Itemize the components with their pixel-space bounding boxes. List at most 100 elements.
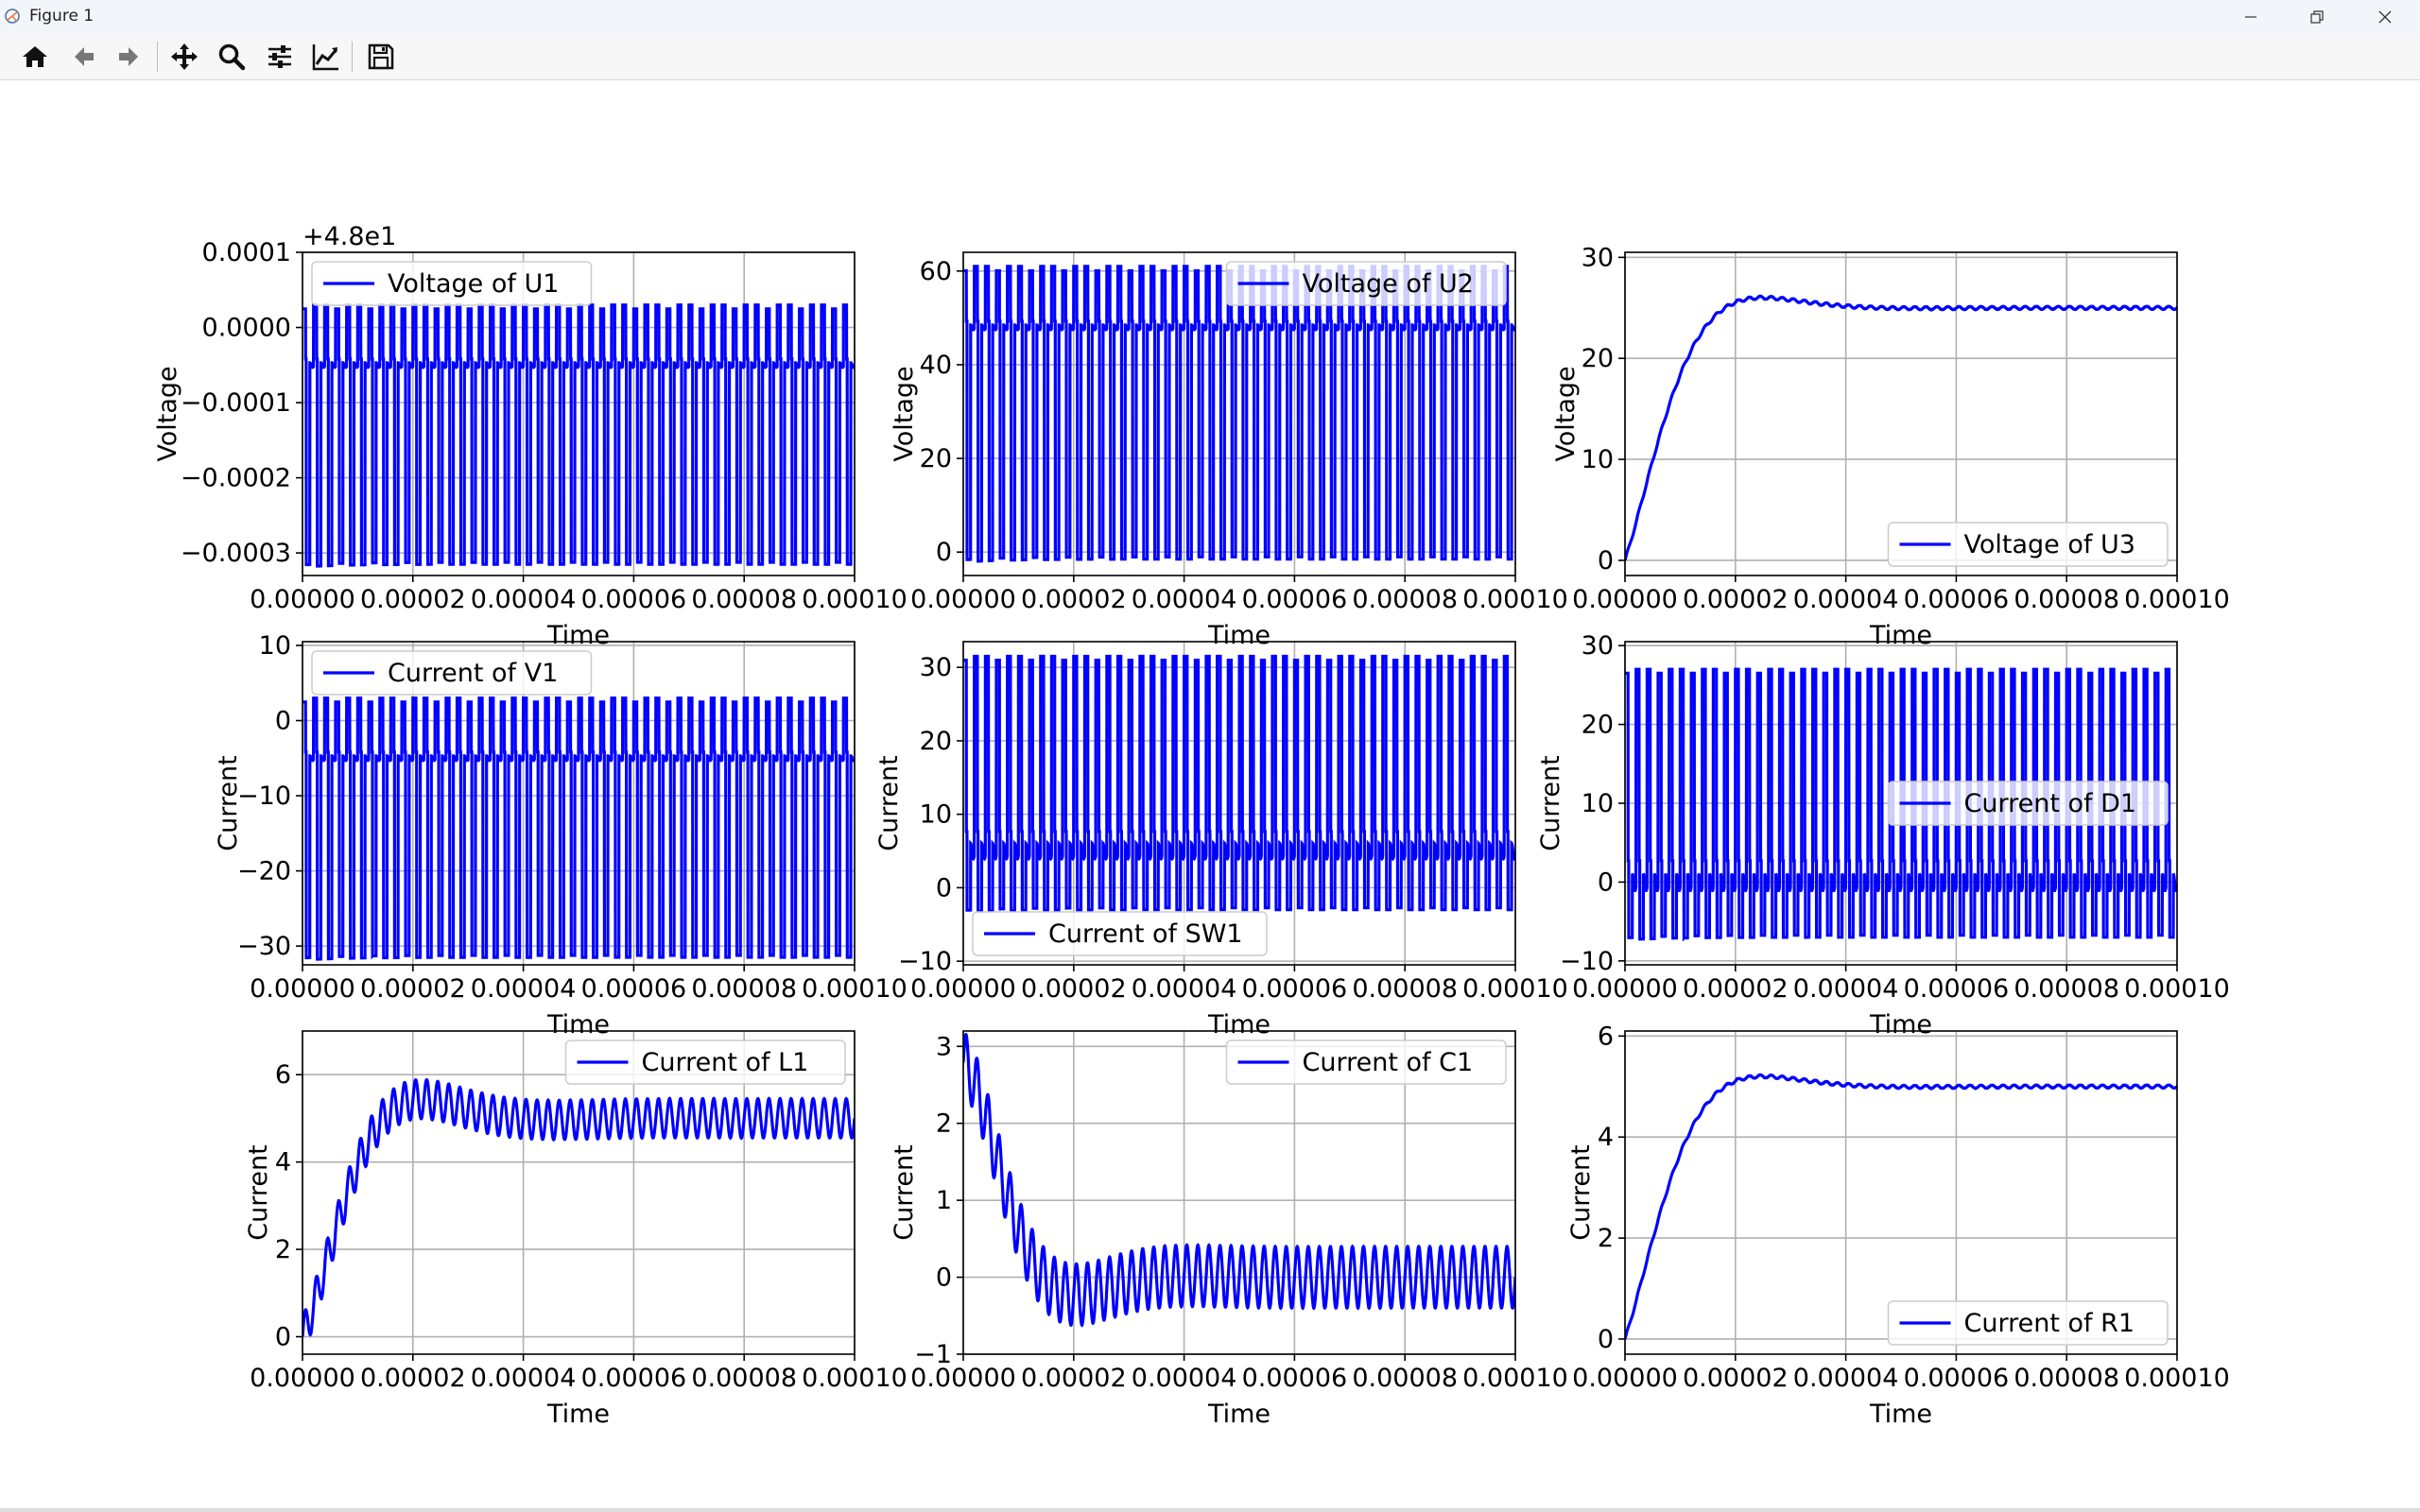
y-tick-label: 0	[275, 1323, 291, 1352]
y-axis-label: Current	[214, 755, 243, 850]
x-tick-label: 0.00006	[1242, 585, 1348, 614]
x-tick-label: 0.00000	[910, 974, 1016, 1004]
x-axis-label: Time	[1869, 1010, 1932, 1040]
x-axis-label: Time	[1207, 621, 1270, 650]
x-tick-label: 0.00000	[1572, 585, 1678, 614]
y-tick-label: 3	[936, 1032, 952, 1061]
y-tick-label: 30	[1582, 243, 1614, 272]
subplot[interactable]: 0.00000 0.00002 0.00004 0.00006 0.00008 0.000…	[153, 222, 908, 650]
x-tick-label: 0.00006	[581, 585, 687, 614]
figure-canvas[interactable]: 0.00000 0.00002 0.00004 0.00006 0.00008 0.000…	[0, 80, 2420, 1507]
legend-box	[1225, 1040, 1507, 1085]
restore-button[interactable]	[2286, 0, 2348, 34]
minimize-icon	[2245, 16, 2256, 18]
subplot[interactable]: 0.00000 0.00002 0.00004 0.00006 0.00008 0.000…	[1536, 631, 2230, 1040]
close-icon	[2378, 10, 2392, 24]
y-tick-label: 4	[275, 1148, 291, 1177]
x-tick-label: 0.00004	[1793, 585, 1899, 614]
axes-frame	[302, 641, 856, 966]
x-tick-label: 0.00000	[1572, 974, 1678, 1004]
series-line	[302, 1078, 855, 1337]
series-line	[1625, 667, 2177, 942]
y-tick-label: 60	[920, 257, 952, 286]
legend: Current of V1	[311, 650, 593, 696]
y-tick-label: 10	[1582, 445, 1614, 474]
x-tick-label: 0.00004	[471, 1364, 577, 1393]
y-axis-label: Voltage	[1551, 366, 1581, 461]
axes-frame	[1624, 1030, 2178, 1355]
x-tick-label: 0.00004	[1132, 974, 1237, 1004]
configure-subplots-button[interactable]	[261, 40, 299, 74]
y-tick-label: −10	[898, 947, 952, 976]
legend: Current of D1	[1887, 781, 2169, 826]
y-tick-label: 0.0001	[202, 238, 291, 267]
subplot[interactable]: 0.00000 0.00002 0.00004 0.00006 0.00008 0.000…	[244, 1030, 908, 1429]
y-tick-label: 10	[1582, 789, 1614, 818]
x-tick-label: 0.00000	[250, 974, 355, 1004]
forward-button[interactable]	[111, 40, 148, 74]
x-tick-label: 0.00010	[802, 585, 908, 614]
home-button[interactable]	[16, 40, 54, 74]
x-tick-label: 0.00010	[1462, 585, 1568, 614]
x-tick-label: 0.00002	[360, 585, 466, 614]
y-tick-label: 0	[936, 873, 952, 902]
y-tick-label: −10	[1560, 947, 1614, 976]
series-line	[302, 303, 855, 568]
y-axis-label: Current	[244, 1144, 273, 1240]
subplot[interactable]: 0.00000 0.00002 0.00004 0.00006 0.00008 0.000…	[874, 641, 1568, 1040]
y-tick-label: 0	[936, 1263, 952, 1293]
legend-box	[311, 261, 593, 306]
axes-frame	[962, 251, 1516, 576]
x-axis-label: Time	[1207, 1010, 1270, 1040]
y-tick-label: 2	[275, 1235, 291, 1264]
y-tick-label: 0	[936, 538, 952, 567]
y-tick-label: 0	[1598, 868, 1614, 897]
y-tick-label: 30	[1582, 631, 1614, 661]
save-button[interactable]	[362, 40, 400, 74]
back-icon	[75, 47, 94, 66]
x-tick-label: 0.00006	[1904, 1364, 2010, 1393]
subplot[interactable]: 0.00000 0.00002 0.00004 0.00006 0.00008 0.000…	[890, 1030, 1568, 1429]
window-title: Figure 1	[29, 7, 95, 26]
x-tick-label: 0.00006	[1904, 974, 2010, 1004]
y-tick-label: 20	[920, 444, 952, 473]
close-button[interactable]	[2354, 0, 2416, 34]
y-tick-label: 20	[1582, 344, 1614, 373]
y-tick-label: 6	[1598, 1022, 1614, 1051]
legend: Voltage of U1	[311, 261, 593, 306]
x-tick-label: 0.00004	[1132, 585, 1237, 614]
legend-label: Current of D1	[1964, 789, 2137, 818]
x-tick-label: 0.00010	[1462, 974, 1568, 1004]
y-tick-label: 0	[1598, 546, 1614, 576]
x-tick-label: 0.00008	[691, 1364, 797, 1393]
toolbar-separator	[352, 42, 353, 72]
y-tick-label: 10	[259, 631, 291, 661]
subplot[interactable]: 0.00000 0.00002 0.00004 0.00006 0.00008 0.000…	[890, 251, 1568, 650]
minimize-button[interactable]	[2220, 0, 2282, 34]
edit-axes-button[interactable]	[307, 40, 345, 74]
subplot[interactable]: 0.00000 0.00002 0.00004 0.00006 0.00008 0.000…	[214, 631, 908, 1040]
matplotlib-logo-icon	[5, 9, 20, 24]
pan-button[interactable]	[165, 40, 203, 74]
subplot[interactable]: 0.00000 0.00002 0.00004 0.00006 0.00008 0.000…	[1551, 243, 2230, 650]
zoom-button[interactable]	[213, 40, 251, 74]
legend-label: Voltage of U1	[388, 269, 559, 299]
y-tick-label: −0.0002	[181, 464, 291, 493]
series-line	[963, 1033, 1515, 1328]
x-tick-label: 0.00008	[2014, 585, 2119, 614]
y-tick-label: −20	[237, 857, 291, 886]
x-tick-label: 0.00010	[802, 974, 908, 1004]
x-tick-label: 0.00010	[802, 1364, 908, 1393]
offset-text: +4.8e1	[302, 222, 396, 251]
status-bar	[0, 1508, 2420, 1512]
navigation-toolbar	[0, 34, 2420, 80]
legend-label: Current of V1	[388, 659, 558, 688]
axes-frame	[962, 1030, 1516, 1355]
x-tick-label: 0.00004	[1793, 1364, 1899, 1393]
legend-box	[1887, 522, 2169, 567]
series-line	[963, 265, 1515, 563]
x-tick-label: 0.00000	[1572, 1364, 1678, 1393]
subplot[interactable]: 0.00000 0.00002 0.00004 0.00006 0.00008 0.000…	[1566, 1022, 2230, 1429]
back-button[interactable]	[64, 40, 102, 74]
series-line	[963, 654, 1515, 914]
